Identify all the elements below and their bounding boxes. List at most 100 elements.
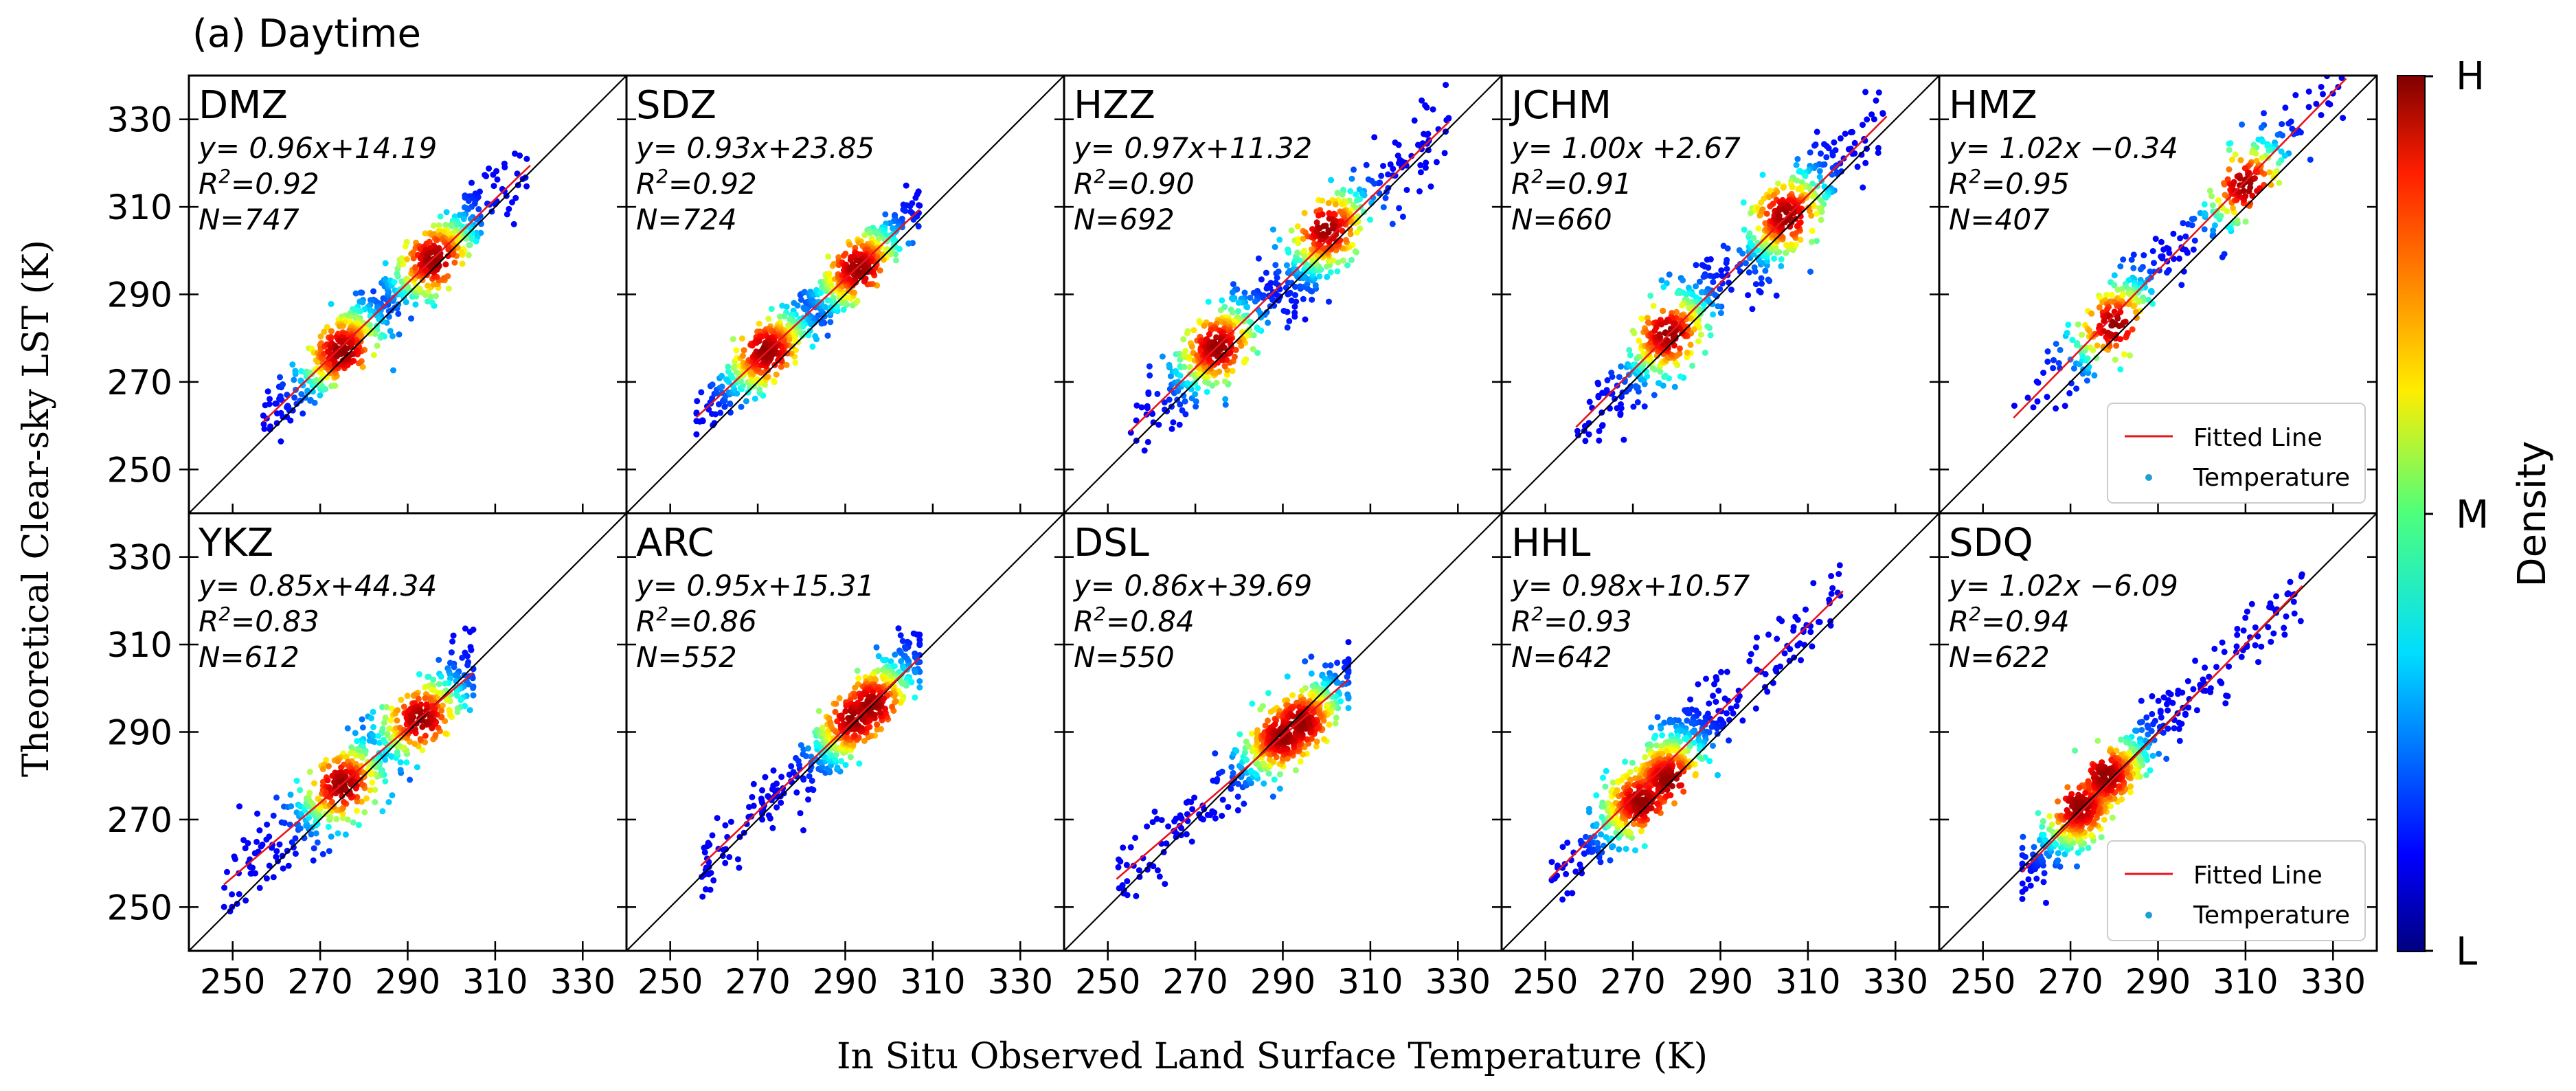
scatter-point [291, 376, 297, 383]
scatter-point [2215, 197, 2222, 204]
scatter-point [765, 812, 772, 819]
scatter-point [385, 799, 392, 805]
scatter-point [394, 270, 400, 277]
scatter-point [705, 840, 712, 846]
scatter-point [1265, 319, 1272, 326]
scatter-point [746, 804, 752, 811]
scatter-point [1687, 341, 1694, 348]
scatter-point [1154, 390, 1161, 397]
scatter-point [443, 697, 450, 704]
scatter-point [1854, 164, 1861, 170]
scatter-point [451, 664, 457, 671]
scatter-point [1741, 226, 1748, 233]
scatter-point [2050, 357, 2057, 363]
scatter-point [1776, 249, 1783, 256]
scatter-point [1871, 116, 1877, 123]
scatter-point [1704, 256, 1710, 263]
scatter-point [1710, 311, 1717, 318]
scatter-point [1794, 616, 1801, 623]
scatter-point [266, 401, 273, 407]
scatter-point [895, 625, 902, 632]
scatter-point [2069, 337, 2076, 344]
scatter-point [449, 251, 456, 258]
scatter-point [1332, 720, 1339, 727]
scatter-point [1816, 205, 1822, 212]
scatter-point [2011, 403, 2018, 409]
scatter-point [721, 403, 728, 409]
scatter-point [1788, 245, 1795, 252]
scatter-point [781, 313, 788, 319]
scatter-point [1216, 368, 1223, 375]
scatter-point [284, 403, 291, 409]
fitted-line [262, 164, 531, 423]
scatter-point [693, 409, 700, 416]
scatter-point [394, 717, 400, 724]
scatter-point [422, 732, 429, 739]
scatter-point [1154, 867, 1161, 874]
scatter-point [1177, 372, 1184, 379]
scatter-point [512, 194, 519, 201]
scatter-point [1751, 264, 1758, 271]
scatter-point [1367, 216, 1373, 223]
scatter-point [827, 319, 834, 326]
scatter-point [510, 221, 517, 227]
scatter-point [256, 827, 263, 834]
scatter-point [338, 764, 345, 771]
scatter-point [1427, 183, 1434, 190]
scatter-point [270, 874, 277, 881]
scatter-point [874, 721, 881, 728]
scatter-point [1180, 336, 1187, 343]
scatter-point [830, 295, 837, 301]
scatter-point [1702, 263, 1708, 270]
scatter-point [231, 853, 238, 860]
scatter-point [903, 645, 909, 652]
scatter-point [415, 695, 422, 702]
one-to-one-line [1064, 76, 1502, 513]
site-label: JCHM [1509, 83, 1612, 128]
scatter-point [358, 798, 365, 805]
scatter-point [446, 706, 453, 713]
scatter-point [314, 839, 321, 846]
sample-count: N=407 [1949, 203, 2050, 236]
scatter-point [465, 198, 472, 204]
scatter-point [1348, 256, 1355, 263]
scatter-point [842, 762, 849, 768]
x-tick-label: 290 [375, 962, 440, 1002]
scatter-point [2261, 110, 2267, 117]
scatter-point [2034, 398, 2041, 405]
scatter-point [433, 237, 440, 244]
scatter-point [916, 642, 923, 649]
scatter-point [1680, 277, 1686, 284]
scatter-point [780, 337, 787, 344]
scatter-point [293, 777, 300, 784]
scatter-point [409, 249, 416, 256]
scatter-point [285, 862, 292, 869]
scatter-point [2226, 166, 2233, 173]
scatter-point [370, 288, 377, 295]
scatter-point [1132, 835, 1139, 841]
scatter-point [276, 841, 283, 848]
scatter-point [2247, 184, 2254, 191]
scatter-point [468, 179, 475, 186]
scatter-point [2070, 365, 2077, 372]
scatter-point [2252, 150, 2259, 157]
scatter-point [1775, 180, 1781, 187]
x-tick-label: 330 [1425, 962, 1491, 1002]
scatter-point [1153, 816, 1160, 822]
scatter-point [2340, 52, 2347, 58]
scatter-point [900, 206, 907, 213]
scatter-point [488, 208, 495, 215]
scatter-point [1363, 161, 1370, 168]
scatter-point [1783, 242, 1789, 249]
scatter-point [397, 759, 404, 766]
scatter-point [2079, 331, 2085, 338]
x-tick-label: 250 [637, 962, 703, 1002]
scatter-point [412, 264, 419, 271]
scatter-point [2073, 385, 2080, 392]
scatter-point [236, 891, 242, 897]
scatter-point [242, 897, 249, 904]
scatter-point [410, 714, 417, 721]
scatter-point [372, 787, 379, 793]
scatter-point [1666, 271, 1673, 278]
x-tick-label: 310 [462, 962, 528, 1002]
